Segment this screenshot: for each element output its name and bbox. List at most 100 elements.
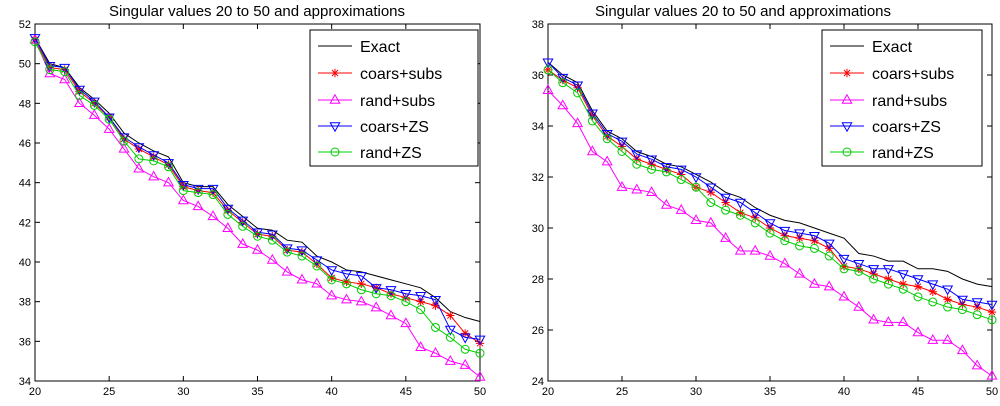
data-point — [617, 147, 627, 156]
data-point — [45, 65, 55, 75]
data-point — [75, 90, 84, 100]
data-point — [809, 243, 819, 253]
data-point — [823, 239, 835, 250]
data-point — [986, 369, 998, 380]
y-tick-label: 44 — [19, 178, 31, 190]
data-point — [690, 173, 702, 184]
star-marker-stroke — [913, 282, 923, 291]
data-point — [558, 78, 568, 88]
data-point — [602, 134, 612, 144]
data-point — [30, 37, 40, 47]
legend-entry: coars+ZS — [830, 119, 941, 136]
data-point — [734, 198, 746, 209]
legend-entry: Exact — [318, 39, 401, 56]
data-point — [586, 109, 598, 120]
data-point — [631, 150, 643, 161]
data-point — [474, 335, 486, 346]
star-marker-stroke — [588, 111, 597, 120]
data-point — [400, 317, 412, 328]
data-point — [429, 295, 442, 306]
data-point — [764, 249, 776, 260]
series-line — [547, 61, 993, 305]
series-line — [547, 89, 993, 377]
data-point — [956, 344, 968, 355]
y-tick-label: 28 — [532, 274, 544, 286]
star-marker-stroke — [330, 68, 340, 78]
data-point — [853, 260, 865, 270]
data-point — [986, 300, 998, 311]
data-point — [103, 113, 115, 124]
star-marker-stroke — [987, 307, 997, 317]
data-point — [73, 97, 86, 108]
data-point — [601, 129, 613, 140]
star-marker-icon — [330, 68, 340, 78]
data-point — [794, 229, 806, 240]
data-point — [542, 58, 554, 69]
star-marker-stroke — [312, 259, 322, 269]
x-tick-label: 40 — [326, 386, 338, 398]
legend: Exact coars+subs rand+subs coars+ZS — [821, 29, 983, 167]
data-point — [416, 305, 426, 315]
data-point — [356, 285, 366, 295]
data-point — [764, 219, 776, 230]
data-point — [721, 205, 731, 215]
data-point — [385, 309, 397, 320]
data-point — [869, 274, 879, 284]
data-point — [119, 136, 129, 146]
data-point — [839, 264, 849, 274]
star-marker-stroke — [943, 295, 952, 304]
data-point — [675, 203, 687, 214]
data-point — [868, 265, 880, 276]
data-point — [148, 170, 160, 181]
legend-marker-shape — [330, 147, 340, 157]
data-point — [119, 134, 129, 144]
triangle-up-marker-icon — [841, 93, 853, 104]
data-point — [401, 297, 411, 307]
data-point — [838, 254, 850, 265]
data-point — [646, 155, 658, 166]
x-tick-label: 50 — [986, 386, 998, 398]
legend-entry: Exact — [830, 39, 913, 56]
x-tick-label: 45 — [912, 386, 924, 398]
star-marker-stroke — [460, 329, 470, 338]
data-point — [474, 370, 486, 381]
data-point — [779, 226, 791, 237]
data-point — [601, 155, 613, 166]
data-point — [164, 162, 173, 172]
data-point — [445, 332, 455, 342]
data-point — [572, 117, 584, 128]
data-point — [327, 275, 337, 285]
circle-marker-icon — [330, 147, 340, 157]
legend-label: rand+ZS — [872, 145, 934, 162]
data-point — [573, 88, 583, 98]
y-tick-label: 50 — [19, 59, 31, 71]
data-point — [587, 116, 597, 126]
data-point — [971, 298, 983, 309]
data-point — [632, 159, 642, 169]
plot-area: 20 25 30 35 40 45 50 34 36 38 40 42 44 46 48 50 52 — [19, 19, 486, 398]
y-tick-label: 38 — [532, 19, 544, 31]
data-point — [927, 280, 939, 291]
legend-label: rand+subs — [872, 93, 947, 110]
data-point — [928, 287, 937, 296]
data-point — [838, 290, 850, 301]
data-point — [705, 216, 717, 227]
x-tick-label: 35 — [764, 386, 776, 398]
data-point — [386, 289, 396, 298]
x-tick-label: 35 — [251, 386, 263, 398]
series-line — [547, 61, 993, 288]
data-point — [943, 302, 953, 312]
legend-label: coars+ZS — [360, 119, 429, 136]
data-point — [133, 162, 145, 173]
data-point — [89, 100, 99, 110]
data-point — [631, 183, 643, 194]
data-point — [750, 218, 760, 228]
data-point — [312, 259, 322, 269]
data-point — [475, 339, 485, 348]
data-point — [90, 99, 99, 108]
legend-entry: rand+subs — [318, 93, 435, 110]
data-point — [266, 253, 278, 264]
data-point — [734, 244, 746, 255]
data-point — [355, 295, 367, 306]
data-point — [808, 231, 820, 242]
